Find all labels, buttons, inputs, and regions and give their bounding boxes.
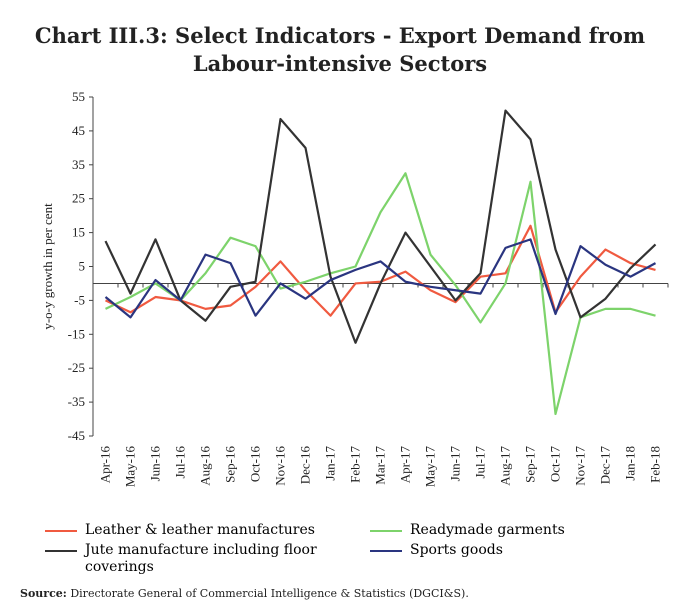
x-tick-label: Apr-17 xyxy=(398,446,413,484)
x-tick-label: Dec-16 xyxy=(298,446,313,485)
legend-swatch xyxy=(370,530,402,532)
x-tick-label: Feb-17 xyxy=(348,446,363,483)
y-tick-label: -5 xyxy=(74,292,85,307)
legend-swatch xyxy=(370,550,402,552)
x-tick-label: Jul-16 xyxy=(173,446,188,479)
x-tick-label: Mar-17 xyxy=(373,446,388,485)
x-tick-label: Nov-16 xyxy=(273,446,288,486)
series-line xyxy=(104,238,657,319)
legend-item: Sports goods xyxy=(370,542,670,559)
y-tick-label: -15 xyxy=(68,326,85,341)
legend-item: Leather & leather manufactures xyxy=(45,522,345,539)
x-tick-label: Sep-16 xyxy=(223,446,238,483)
x-tick-label: Jan-18 xyxy=(623,446,638,481)
x-tick-label: Jun-16 xyxy=(148,446,163,482)
y-tick-label: 25 xyxy=(72,191,85,206)
legend-label: Jute manufacture including floor coverin… xyxy=(85,542,317,575)
series-line xyxy=(105,224,656,317)
x-tick-label: Oct-17 xyxy=(548,446,563,483)
series-line xyxy=(105,172,656,416)
y-tick-label: -35 xyxy=(68,394,85,409)
x-tick-label: Feb-18 xyxy=(648,446,663,483)
legend-label: Readymade garments xyxy=(410,522,565,538)
x-tick-label: Jun-17 xyxy=(448,446,463,482)
y-axis-label: y-o-y growth in per cent xyxy=(40,203,55,330)
x-tick-label: Dec-17 xyxy=(598,446,613,485)
source: Source: Directorate General of Commercia… xyxy=(20,587,469,600)
y-tick-label: -45 xyxy=(68,428,85,443)
x-tick-label: Oct-16 xyxy=(248,446,263,483)
legend-item: Jute manufacture including floor coverin… xyxy=(45,542,345,576)
legend-swatch xyxy=(45,550,77,552)
x-tick-label: Aug-16 xyxy=(198,446,213,486)
y-tick-label: -25 xyxy=(68,360,85,375)
y-tick-label: 15 xyxy=(72,225,85,240)
x-tick-label: Jul-17 xyxy=(473,446,488,479)
legend-label: Sports goods xyxy=(410,542,503,558)
legend-swatch xyxy=(45,530,77,532)
y-tick-label: 35 xyxy=(72,157,85,172)
legend-item: Readymade garments xyxy=(370,522,670,539)
y-tick-label: 55 xyxy=(72,89,85,104)
x-tick-label: Sep-17 xyxy=(523,446,538,483)
x-tick-label: Jan-17 xyxy=(323,446,338,481)
source-text: Directorate General of Commercial Intell… xyxy=(70,587,469,600)
chart: -45 -35 -25 -15 -5 5 15 25 35 45 55 y-o-y growth in… xyxy=(40,89,669,488)
x-tick-label: May-16 xyxy=(123,446,138,488)
x-tick-label: Apr-16 xyxy=(98,446,113,484)
x-tick-label: Aug-17 xyxy=(498,446,513,486)
x-tick-label: May-17 xyxy=(423,446,438,488)
series-line xyxy=(104,109,657,344)
chart-title: Chart III.3: Select Indicators - Export … xyxy=(34,23,646,76)
y-tick-label: 45 xyxy=(72,123,85,138)
y-tick-label: 5 xyxy=(79,259,86,274)
x-tick-label: Nov-17 xyxy=(573,446,588,486)
legend-label: Leather & leather manufactures xyxy=(85,522,315,538)
source-label: Source: xyxy=(20,587,67,600)
